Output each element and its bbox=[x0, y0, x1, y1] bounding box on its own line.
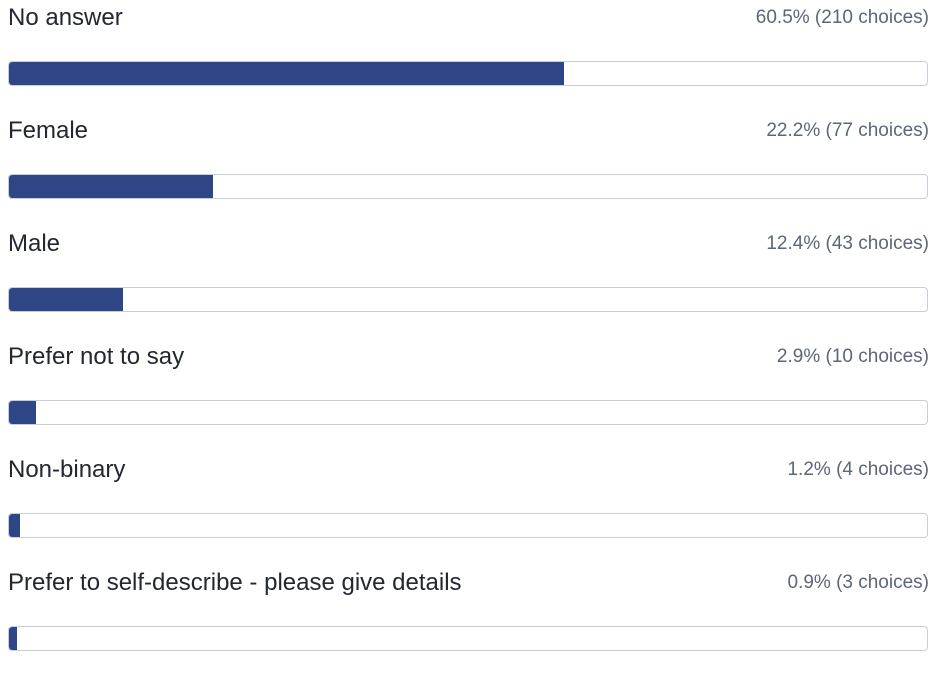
result-row-header: Male 12.4% (43 choices) bbox=[8, 226, 930, 266]
category-label: Male bbox=[8, 230, 61, 257]
bar-track bbox=[8, 61, 928, 86]
category-label: No answer bbox=[8, 4, 123, 31]
bar-track bbox=[8, 513, 928, 538]
bar-fill bbox=[9, 627, 18, 650]
bar-track bbox=[8, 400, 928, 425]
bar-track bbox=[8, 626, 928, 651]
data-label: 60.5% (210 choices) bbox=[755, 7, 929, 28]
data-label: 22.2% (77 choices) bbox=[766, 120, 929, 141]
poll-results-chart: No answer 60.5% (210 choices) Female 22.2% … bbox=[8, 0, 930, 651]
bar-track bbox=[8, 287, 928, 312]
bar-fill bbox=[9, 175, 213, 198]
data-label: 2.9% (10 choices) bbox=[776, 346, 929, 367]
result-row: Non-binary 1.2% (4 choices) bbox=[8, 452, 930, 565]
result-row-header: Prefer to self-describe - please give de… bbox=[8, 565, 930, 605]
category-label: Prefer not to say bbox=[8, 343, 185, 370]
result-row: Prefer to self-describe - please give de… bbox=[8, 565, 930, 678]
result-row: Male 12.4% (43 choices) bbox=[8, 226, 930, 339]
result-row: Prefer not to say 2.9% (10 choices) bbox=[8, 339, 930, 452]
data-label: 12.4% (43 choices) bbox=[766, 233, 929, 254]
data-label: 1.2% (4 choices) bbox=[787, 459, 929, 480]
result-row: No answer 60.5% (210 choices) bbox=[8, 0, 930, 113]
result-row: Female 22.2% (77 choices) bbox=[8, 113, 930, 226]
data-label: 0.9% (3 choices) bbox=[787, 572, 929, 593]
bar-track bbox=[8, 174, 928, 199]
category-label: Non-binary bbox=[8, 456, 126, 483]
bar-fill bbox=[9, 62, 565, 85]
result-row-header: Non-binary 1.2% (4 choices) bbox=[8, 452, 930, 492]
bar-fill bbox=[9, 514, 21, 537]
result-row-header: No answer 60.5% (210 choices) bbox=[8, 0, 930, 40]
category-label: Female bbox=[8, 117, 89, 144]
result-row-header: Female 22.2% (77 choices) bbox=[8, 113, 930, 153]
bar-fill bbox=[9, 401, 36, 424]
bar-fill bbox=[9, 288, 123, 311]
result-row-header: Prefer not to say 2.9% (10 choices) bbox=[8, 339, 930, 379]
category-label: Prefer to self-describe - please give de… bbox=[8, 569, 462, 596]
